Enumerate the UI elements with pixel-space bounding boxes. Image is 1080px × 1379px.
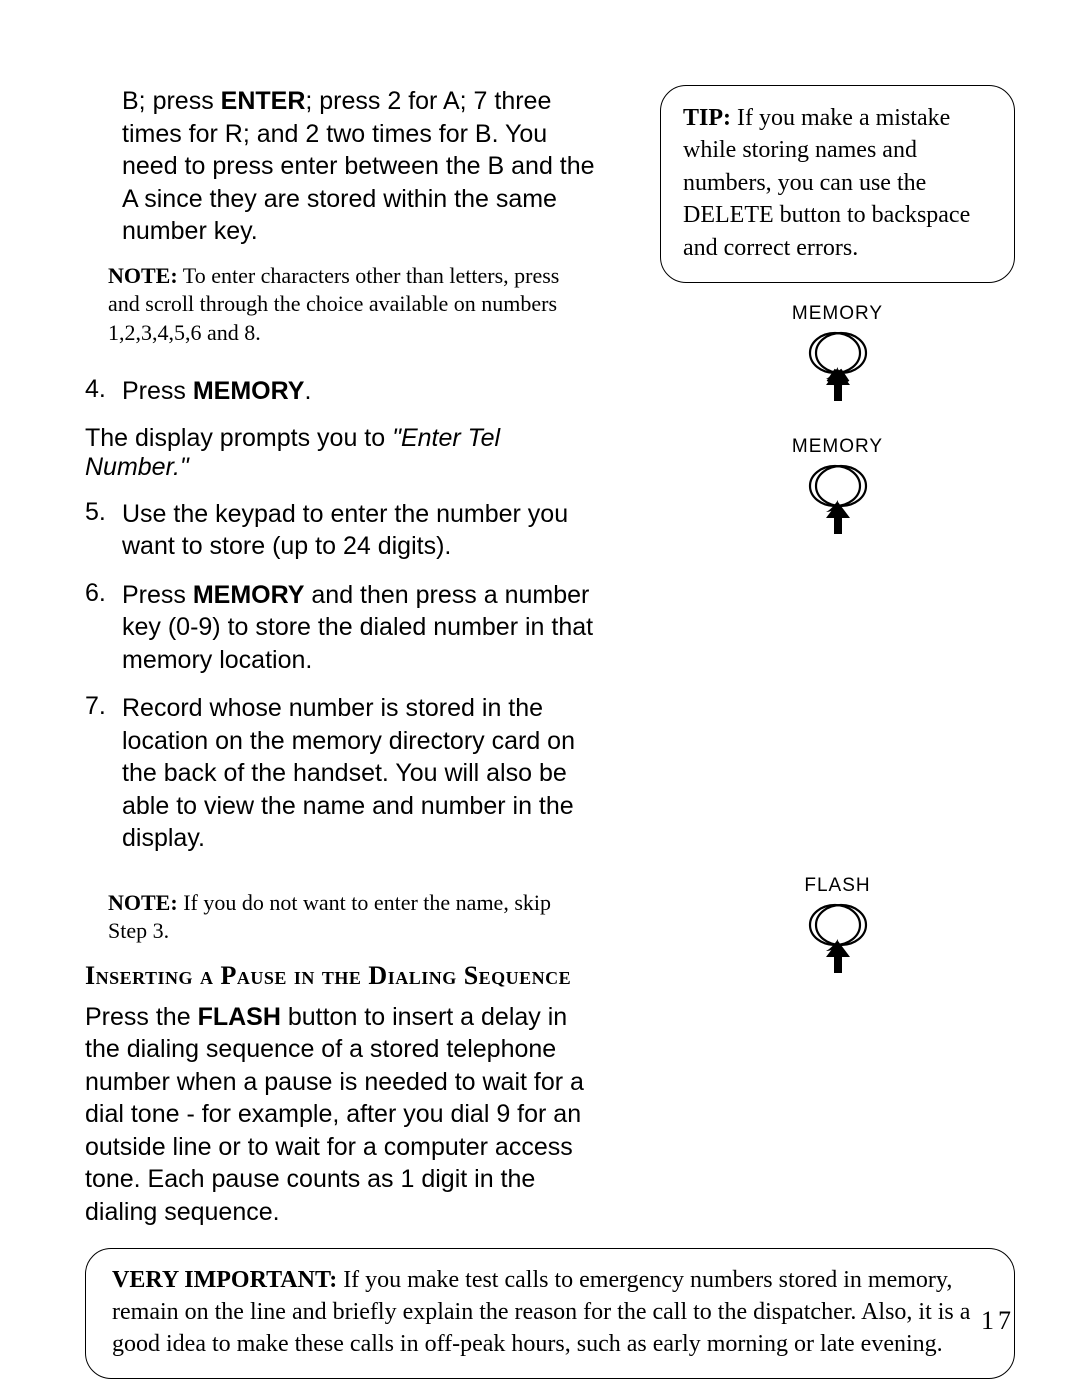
button-icon bbox=[804, 903, 872, 975]
note-1: NOTE: To enter characters other than let… bbox=[108, 262, 595, 348]
memory-button-2-label: MEMORY bbox=[660, 436, 1015, 458]
step-6-number: 6. bbox=[85, 579, 122, 677]
step-6-text: Press MEMORY and then press a number key… bbox=[122, 579, 595, 677]
step-4-text: Press MEMORY. bbox=[122, 375, 311, 408]
section-heading: Inserting a Pause in the Dialing Sequenc… bbox=[85, 956, 595, 995]
step-7-number: 7. bbox=[85, 692, 122, 855]
intro-paragraph: B; press ENTER; press 2 for A; 7 three t… bbox=[122, 85, 595, 248]
note-1-label: NOTE: bbox=[108, 263, 178, 288]
page-number: 17 bbox=[981, 1306, 1015, 1336]
step-5-number: 5. bbox=[85, 498, 122, 563]
tip-box: TIP: If you make a mistake while storing… bbox=[660, 85, 1015, 283]
memory-button-1-label: MEMORY bbox=[660, 303, 1015, 325]
note-2: NOTE: If you do not want to enter the na… bbox=[108, 889, 595, 946]
memory-button-1: MEMORY bbox=[660, 303, 1015, 408]
step-4: 4. Press MEMORY. bbox=[85, 375, 595, 408]
memory-keyword-2: MEMORY bbox=[193, 581, 305, 609]
memory-button-2: MEMORY bbox=[660, 436, 1015, 541]
memory-keyword: MEMORY bbox=[193, 377, 305, 405]
important-box: VERY IMPORTANT: If you make test calls t… bbox=[85, 1248, 1015, 1379]
step-6: 6. Press MEMORY and then press a number … bbox=[85, 579, 595, 677]
intro-text-a: B; press bbox=[122, 87, 221, 115]
flash-keyword: FLASH bbox=[198, 1003, 281, 1031]
side-column: TIP: If you make a mistake while storing… bbox=[660, 85, 1015, 1008]
step-5-text: Use the keypad to enter the number you w… bbox=[122, 498, 595, 563]
step-4-number: 4. bbox=[85, 375, 122, 408]
note-2-label: NOTE: bbox=[108, 890, 178, 915]
button-icon bbox=[804, 331, 872, 403]
prompt-line: The display prompts you to "Enter Tel Nu… bbox=[85, 424, 595, 482]
button-icon bbox=[804, 464, 872, 536]
enter-keyword: ENTER bbox=[221, 87, 306, 115]
step-7: 7. Record whose number is stored in the … bbox=[85, 692, 595, 855]
spacer bbox=[660, 569, 1015, 765]
tip-label: TIP: bbox=[683, 105, 731, 131]
flash-paragraph: Press the FLASH button to insert a delay… bbox=[85, 1001, 595, 1229]
step-5: 5. Use the keypad to enter the number yo… bbox=[85, 498, 595, 563]
flash-button-label: FLASH bbox=[660, 875, 1015, 897]
step-7-text: Record whose number is stored in the loc… bbox=[122, 692, 595, 855]
flash-button: FLASH bbox=[660, 875, 1015, 980]
main-column: B; press ENTER; press 2 for A; 7 three t… bbox=[85, 85, 595, 1228]
important-label: VERY IMPORTANT: bbox=[112, 1267, 337, 1293]
